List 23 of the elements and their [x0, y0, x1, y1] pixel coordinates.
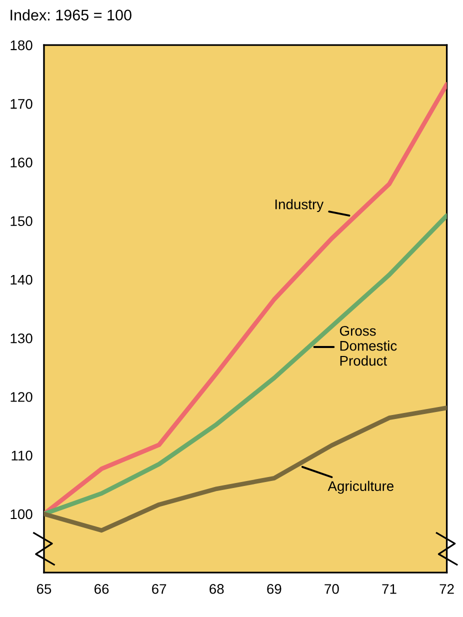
y-tick-label: 110 [12, 450, 32, 461]
line-series [44, 406, 447, 533]
x-tick-label: 66 [94, 584, 109, 594]
y-tick-label: 150 [10, 216, 32, 226]
y-tick-label: 180 [10, 40, 32, 50]
x-tick-label: 71 [382, 584, 396, 594]
x-tick-label: 69 [267, 584, 282, 594]
y-tick-label: 130 [10, 333, 32, 344]
series-label: Gross Domestic Product [340, 326, 397, 366]
x-tick-label: 67 [152, 584, 166, 594]
x-tick-label: 68 [210, 584, 224, 594]
x-tick-label: 70 [324, 584, 339, 594]
series-label: Industry [275, 199, 324, 212]
text: Agriculture [328, 480, 394, 494]
y-tick-label: 120 [10, 392, 32, 402]
chart-title: Index: 1965 = 100 [10, 9, 132, 20]
y-tick-label: 140 [10, 274, 32, 285]
y-tick-label: 160 [10, 158, 32, 168]
x-tick-label: 65 [36, 584, 52, 594]
x-tick-label: 72 [440, 584, 454, 594]
y-tick-label: 170 [10, 98, 32, 109]
y-tick-label: 100 [10, 509, 32, 520]
line-series [44, 213, 447, 516]
